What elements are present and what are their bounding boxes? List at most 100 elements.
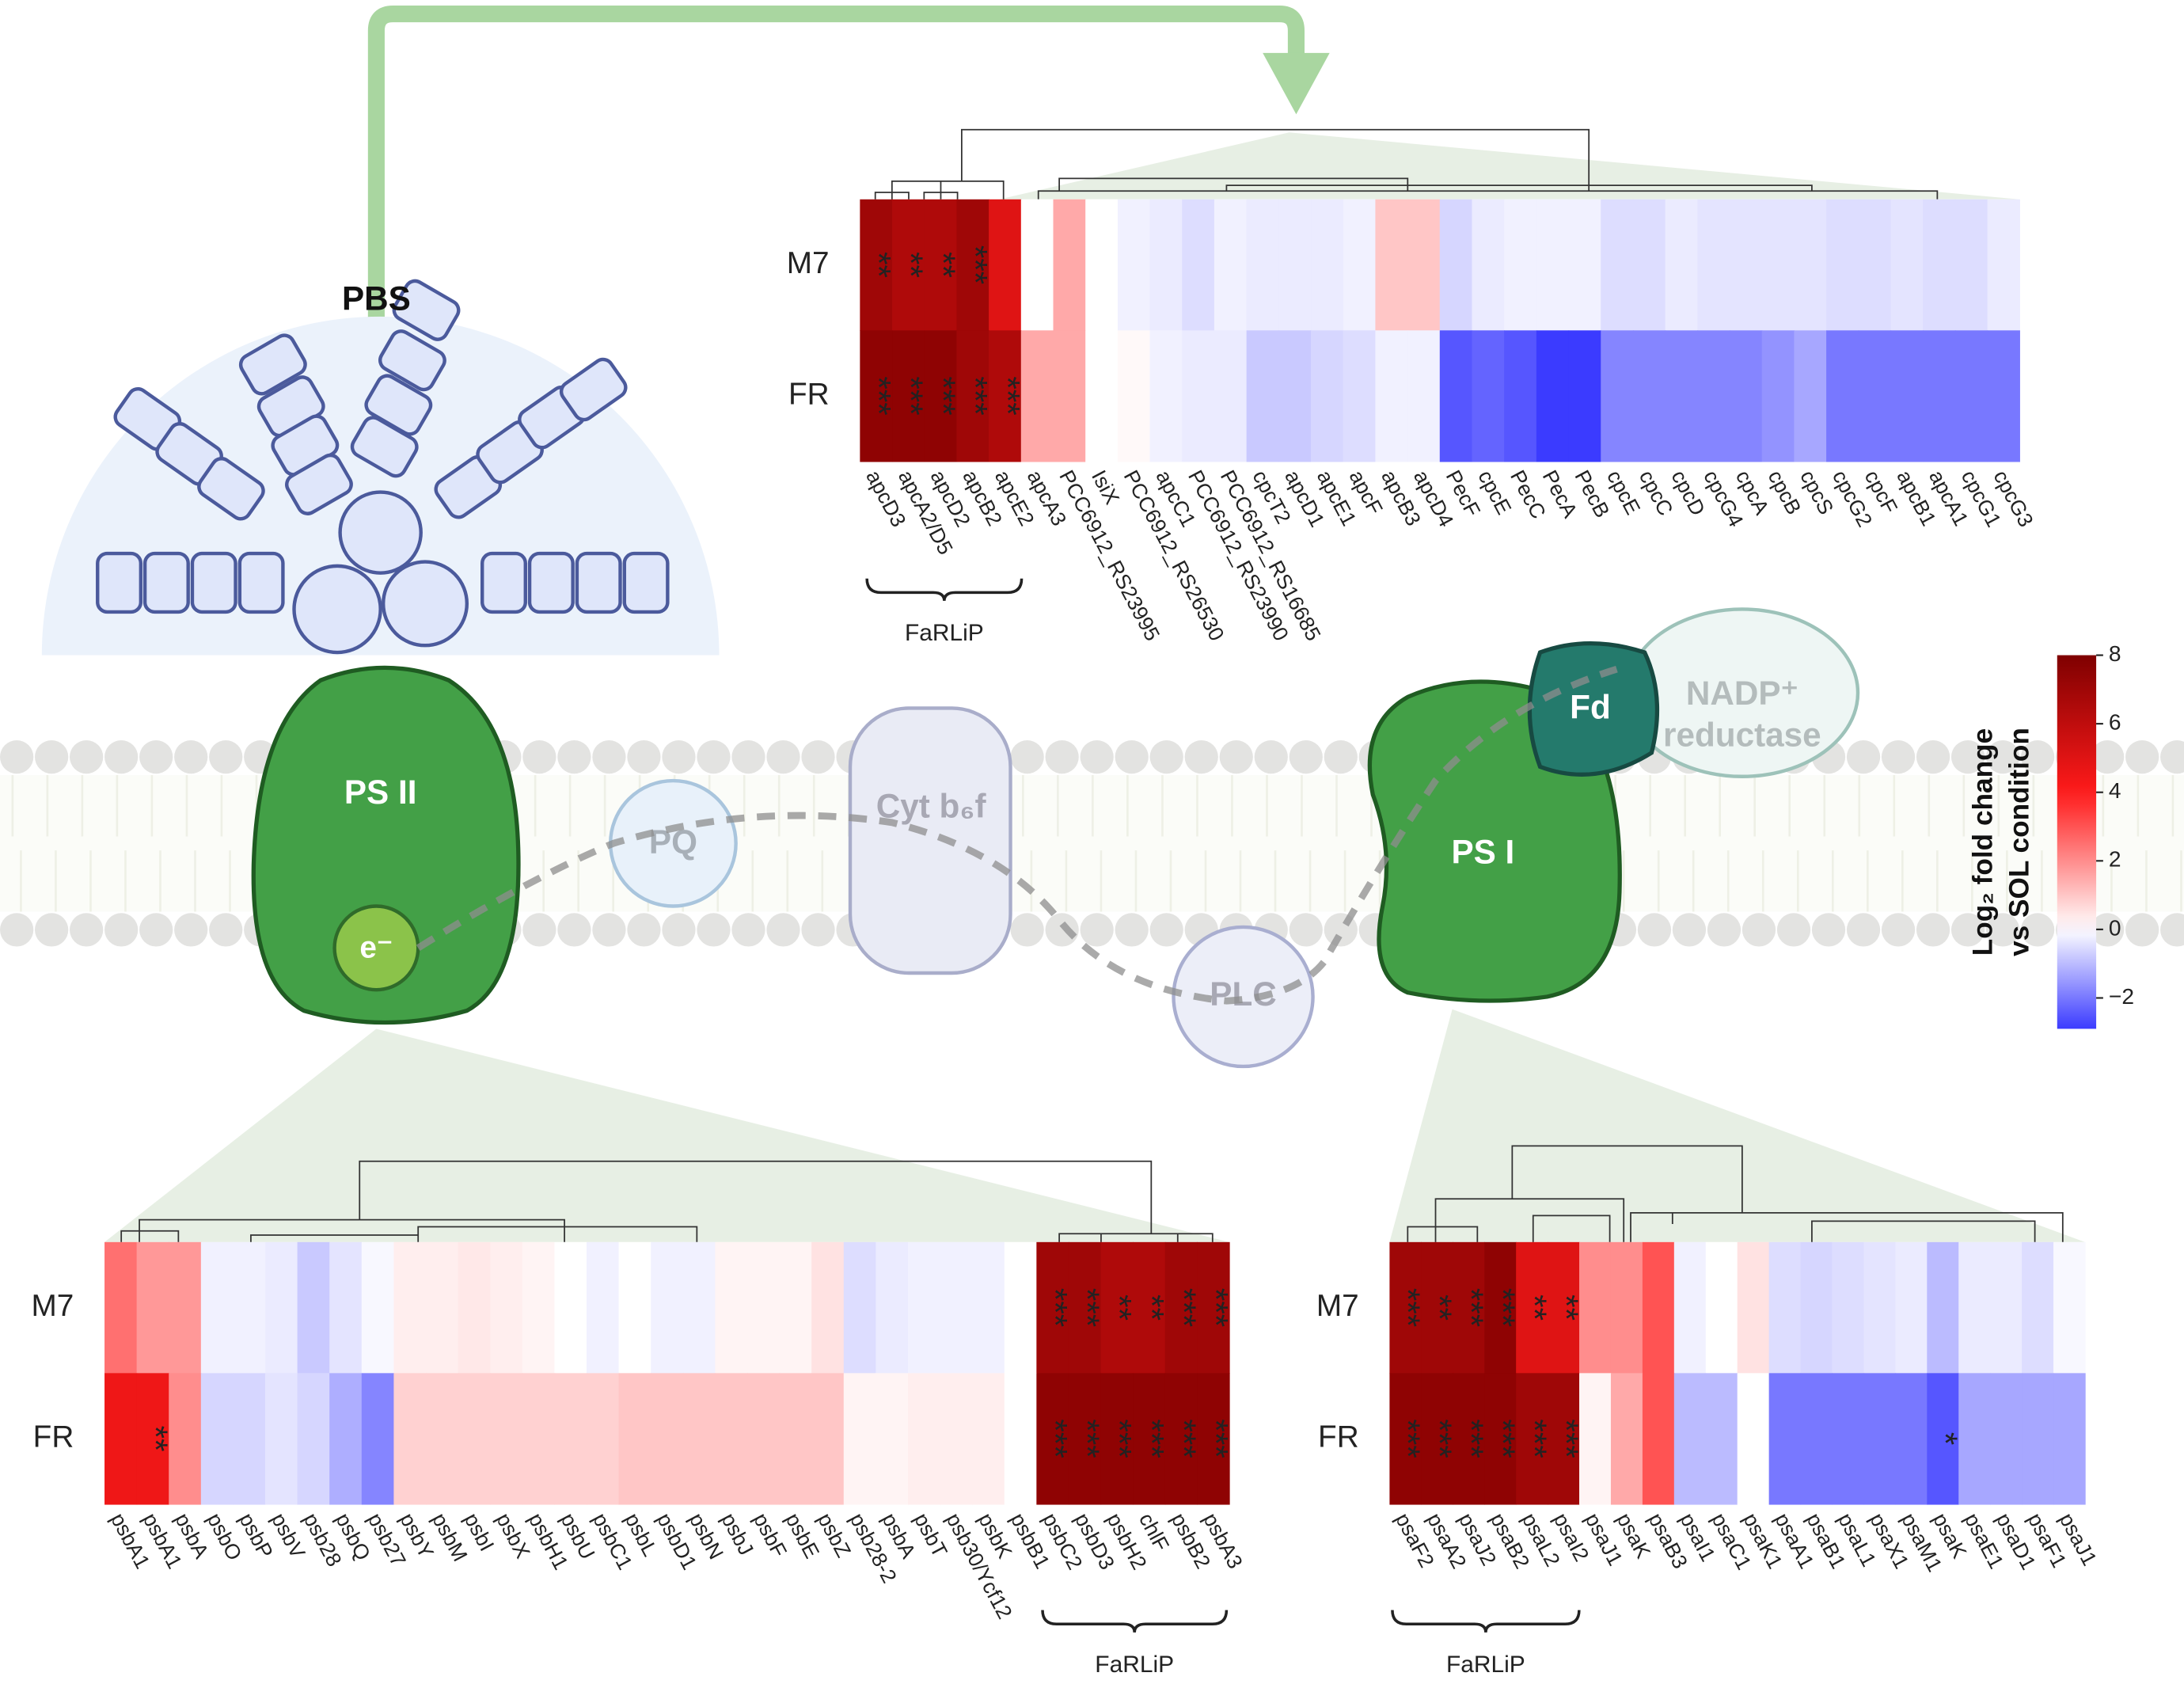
heatmap-cell [200, 1373, 234, 1505]
heatmap-cell [1697, 199, 1730, 332]
cyt-b6f [848, 706, 1012, 975]
lipid-head [731, 739, 765, 774]
ps2-label: PS II [344, 774, 417, 811]
heatmap-cell [490, 1241, 523, 1374]
heatmap-cell [1375, 199, 1408, 332]
bracket [865, 578, 1024, 602]
rod [142, 551, 190, 614]
significance-mark: *** [1069, 1288, 1106, 1327]
lipid-head [1149, 739, 1183, 774]
heatmap-cell [1697, 330, 1730, 462]
significance-mark: ** [892, 252, 929, 278]
lipid-head [1811, 913, 1846, 947]
heatmap-cell [924, 199, 958, 332]
significance-mark: ** [1516, 1294, 1553, 1321]
lipid-head [0, 739, 34, 774]
row-label: FR [33, 1420, 74, 1454]
significance-mark: *** [925, 376, 962, 415]
heatmap-cell [1164, 1241, 1198, 1374]
lipid-head [174, 739, 208, 774]
heatmap-cell [1182, 199, 1215, 332]
heatmap-cell [1389, 1241, 1422, 1374]
lipid-head [35, 913, 69, 947]
heatmap-cell [1085, 199, 1119, 332]
row-label: FR [788, 377, 830, 411]
significance-mark: *** [1197, 1419, 1234, 1458]
heatmap-cell [1730, 199, 1763, 332]
heatmap-cell [1579, 1241, 1612, 1374]
lipid-head [2091, 739, 2125, 774]
significance-mark: *** [1548, 1419, 1585, 1458]
bracket-label: FaRLiP [1095, 1652, 1174, 1678]
heatmap-cell [1761, 199, 1795, 332]
heatmap-cell [1761, 330, 1795, 462]
lipid-head [2091, 913, 2125, 947]
rod [392, 279, 461, 341]
heatmap-cell [1407, 330, 1441, 462]
heatmap-cell [1794, 199, 1827, 332]
heatmap-cell [682, 1373, 716, 1505]
heatmap-cell [1730, 330, 1763, 462]
heatmap-cell [1421, 1241, 1453, 1374]
heatmap-cell [361, 1241, 395, 1374]
heatmap-cell [1923, 199, 1956, 332]
heatmap-cell [1343, 199, 1377, 332]
projection-shade [999, 132, 2020, 200]
lipid-head [662, 739, 696, 774]
heatmap-cell [1768, 1241, 1802, 1374]
lipid-head [1846, 913, 1881, 947]
significance-mark: *** [1389, 1288, 1426, 1327]
lipid-head [1045, 913, 1079, 947]
lipid-head [1010, 739, 1044, 774]
heatmap-cell [843, 1241, 877, 1374]
heatmap-cell [1665, 330, 1699, 462]
rod [238, 333, 307, 396]
heatmap-cell [1421, 1373, 1453, 1505]
heatmap-cell [1516, 1373, 1548, 1505]
significance-mark: *** [1453, 1419, 1490, 1458]
heatmap-cell [1987, 330, 2020, 462]
ps1-label: PS I [1451, 834, 1514, 871]
heatmap-cell [860, 199, 893, 332]
heatmap-cell [1133, 1373, 1166, 1505]
lipid-head [209, 739, 243, 774]
heatmap-cell [2022, 1373, 2054, 1505]
heatmap-cell [1053, 330, 1086, 462]
rod [96, 551, 143, 614]
flow-arrow [367, 6, 1305, 656]
lipid-head [766, 913, 800, 947]
heatmap-cell [1632, 199, 1666, 332]
pigment-core [381, 560, 469, 648]
heatmap-cell [1117, 199, 1151, 332]
colorbar: −2 0 2 4 6 8 Log₂ fold change vs SOL condition [1968, 641, 2134, 1029]
electron-path [416, 665, 1618, 1005]
significance-mark: *** [1516, 1419, 1553, 1458]
heatmap-cell [169, 1373, 202, 1505]
significance-mark: *** [1165, 1419, 1202, 1458]
significance-mark: *** [957, 376, 994, 415]
heatmap-cell [843, 1373, 877, 1505]
heatmaps: M7 *********FR ***************apcD3apcA2/D… [32, 199, 2102, 1678]
projection-shade [104, 1028, 1229, 1242]
heatmap-cell [586, 1241, 620, 1374]
heatmap-cell [1246, 330, 1280, 462]
heatmap-cell [746, 1373, 781, 1505]
lipid-head [801, 913, 835, 947]
row-label: FR [1318, 1420, 1359, 1454]
heatmap-cell [200, 1241, 234, 1374]
heatmap-cell [1311, 330, 1344, 462]
pigment-core [338, 490, 423, 575]
colorbar-tick-label: 6 [2109, 709, 2121, 735]
heatmap-cell [956, 330, 989, 462]
heatmap-cell [361, 1373, 395, 1505]
nadp-label: NADP⁺ [1686, 675, 1798, 712]
significance-mark: *** [1421, 1419, 1458, 1458]
lipid-head [1184, 739, 1218, 774]
heatmap-cell [554, 1373, 587, 1505]
heatmap-cell [1990, 1241, 2023, 1374]
lipid-head [1254, 739, 1288, 774]
lipid-head [1881, 913, 1916, 947]
lipid-head [627, 739, 661, 774]
significance-mark: *** [1484, 1419, 1521, 1458]
heatmap-cell [522, 1241, 556, 1374]
